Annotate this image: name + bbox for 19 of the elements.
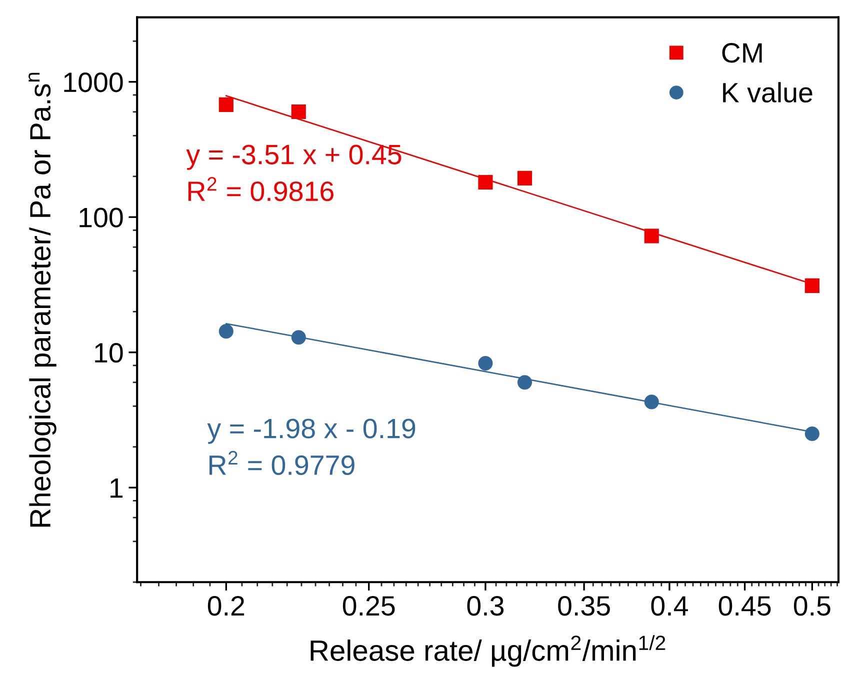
annotation: y = -1.98 x - 0.19: [207, 418, 416, 444]
x-tick-label: 0.25: [342, 596, 395, 616]
x-tick-label: 0.45: [718, 596, 771, 616]
x-tick-label: 0.2: [208, 596, 244, 616]
annotation: R$^{2}$ = 0.9779: [210, 450, 354, 476]
x-tick-label: 0.4: [651, 596, 688, 616]
y-tick-label: 1000: [64, 72, 123, 92]
x-tick-label: 0.3: [467, 596, 504, 616]
y-axis-title: Rheological parameter/ Pa or Pa.s$^{n}$: [28, 72, 56, 527]
legend-label: CM: [722, 43, 762, 63]
annotation: y = -3.51 x + 0.45: [186, 144, 402, 170]
y-tick-label: 10: [95, 343, 123, 363]
annotation: R$^{2}$ = 0.9816: [188, 176, 334, 202]
y-tick-label: 1: [110, 478, 123, 498]
x-tick-label: 0.35: [558, 596, 610, 616]
y-tick-label: 100: [80, 208, 123, 228]
legend-label: K value: [723, 82, 812, 103]
x-tick-label: 0.5: [794, 596, 830, 616]
x-axis-title: Release rate/ µg/cm$^{2}$/min$^{1/2}$: [310, 635, 666, 667]
